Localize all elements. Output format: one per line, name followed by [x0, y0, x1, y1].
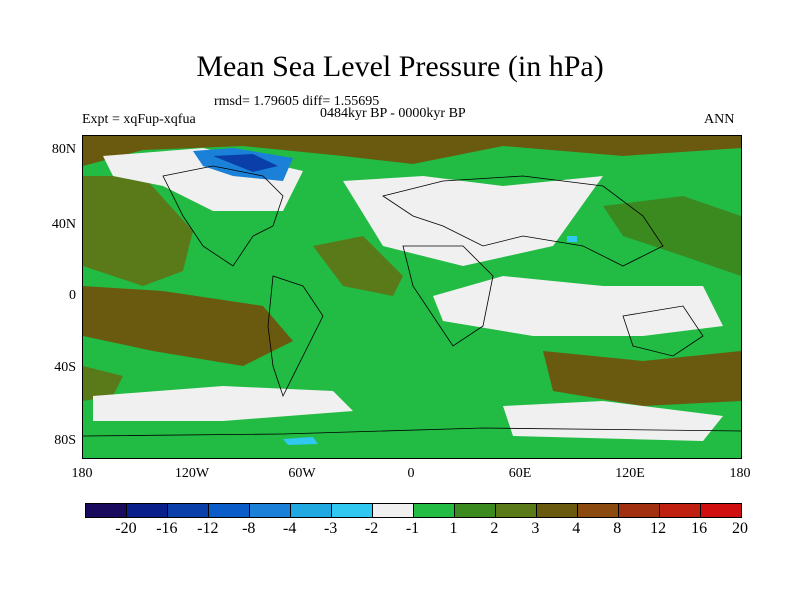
colorbar-swatch — [127, 504, 168, 517]
greenland-low-core — [213, 154, 278, 172]
stats-text: rmsd= 1.79605 diff= 1.55695 — [214, 94, 380, 109]
colorbar-swatch — [701, 504, 741, 517]
y-tick: 80N — [51, 142, 76, 157]
x-tick: 60E — [508, 466, 532, 481]
colorbar-swatch — [291, 504, 332, 517]
indian-neutral — [433, 276, 723, 336]
x-tick: 180 — [729, 466, 751, 481]
x-tick: 180 — [71, 466, 93, 481]
colorbar-label: 12 — [650, 520, 667, 537]
colorbar-swatch — [250, 504, 291, 517]
colorbar-label: 4 — [572, 520, 581, 537]
map-title: Mean Sea Level Pressure (in hPa) — [196, 50, 604, 83]
x-tick: 0 — [407, 466, 415, 481]
colorbar — [85, 503, 742, 518]
eurasia-neutral — [343, 176, 603, 266]
colorbar-swatch — [332, 504, 373, 517]
colorbar-swatch — [496, 504, 537, 517]
colorbar-label: -1 — [405, 520, 420, 537]
x-tick: 60W — [288, 466, 316, 481]
colorbar-swatch — [373, 504, 414, 517]
west-pacific-anomaly — [603, 196, 741, 276]
colorbar-label: -20 — [115, 520, 137, 537]
experiment-label: Expt = xqFup-xqfua — [82, 112, 196, 127]
colorbar-label: -4 — [283, 520, 297, 537]
southern-ocean-neutral — [93, 386, 353, 421]
season-label: ANN — [704, 112, 735, 127]
colorbar-swatch — [209, 504, 250, 517]
north-pacific-anomaly — [83, 176, 193, 286]
colorbar-label: -3 — [323, 520, 338, 537]
period-label: 0484kyr BP - 0000kyr BP — [320, 106, 466, 121]
colorbar-label: 2 — [490, 520, 499, 537]
colorbar-label: -8 — [242, 520, 256, 537]
colorbar-swatch — [578, 504, 619, 517]
coastlines — [83, 165, 741, 437]
colorbar-label: 20 — [732, 520, 748, 537]
x-tick: 120W — [174, 466, 210, 481]
colorbar-label: 8 — [613, 520, 622, 537]
antarctic-low — [283, 437, 318, 445]
indian-ocean-high — [543, 351, 741, 406]
colorbar-label: 16 — [691, 520, 708, 537]
y-tick: 80S — [54, 433, 76, 448]
map-canvas — [83, 136, 741, 458]
arctic-high-band — [83, 136, 741, 166]
southern-anomaly — [83, 366, 123, 401]
colorbar-swatch — [168, 504, 209, 517]
colorbar-swatch — [619, 504, 660, 517]
colorbar-swatch — [660, 504, 701, 517]
x-tick: 120E — [615, 466, 645, 481]
colorbar-swatch — [86, 504, 127, 517]
colorbar-label: 3 — [531, 520, 540, 537]
asia-low — [567, 236, 577, 242]
south-pacific-high — [83, 286, 293, 366]
colorbar-label: -12 — [197, 520, 219, 537]
colorbar-swatch — [537, 504, 578, 517]
colorbar-swatch — [414, 504, 455, 517]
y-tick: 40S — [54, 360, 76, 375]
antarctic-neutral — [503, 401, 723, 441]
colorbar-swatch — [455, 504, 496, 517]
y-tick: 0 — [69, 288, 76, 303]
atlantic-anomaly — [313, 236, 403, 296]
y-tick: 40N — [51, 217, 76, 232]
colorbar-label: -2 — [364, 520, 379, 537]
colorbar-label: 1 — [449, 520, 458, 537]
pressure-map — [82, 135, 742, 459]
colorbar-label: -16 — [156, 520, 178, 537]
